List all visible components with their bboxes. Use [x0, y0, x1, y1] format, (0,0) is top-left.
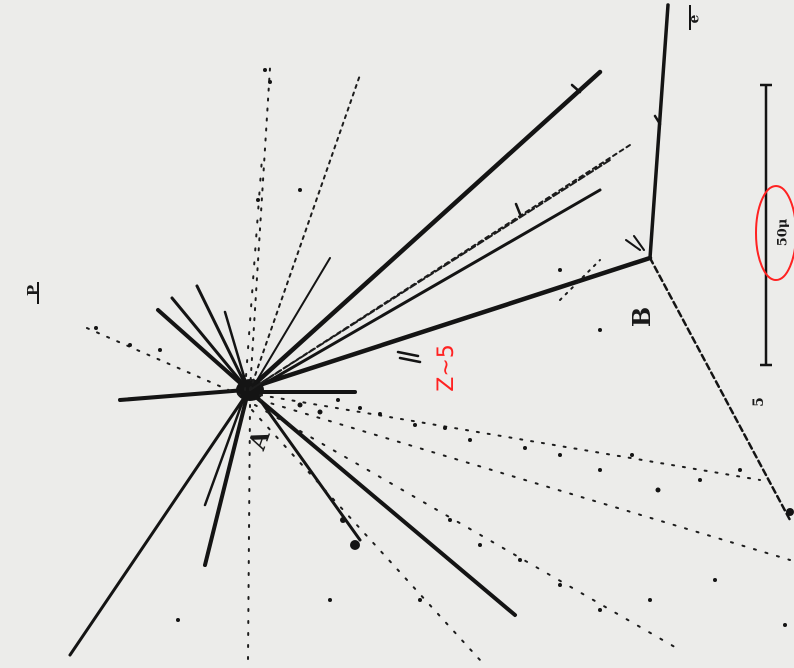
grain [268, 80, 272, 84]
grain [783, 623, 787, 627]
grain [478, 543, 482, 547]
grain [655, 487, 661, 493]
grain [418, 598, 422, 602]
emulsion-grains [94, 68, 794, 627]
track-up-right-short [249, 257, 331, 393]
vertex-b-tracks [625, 3, 792, 522]
primary-beam-label: P [24, 284, 43, 297]
grain [558, 453, 562, 457]
grain [518, 558, 522, 562]
track-b-stub-2 [633, 235, 645, 251]
thin-track-up-2 [249, 67, 271, 391]
grain [263, 68, 267, 72]
grain [158, 348, 162, 352]
grain [413, 423, 417, 427]
track-lower-left [68, 390, 250, 657]
grain [738, 468, 742, 472]
grain [558, 583, 562, 587]
grain [648, 598, 652, 602]
grain [598, 328, 602, 332]
heavy-tracks [68, 69, 653, 657]
grain [448, 518, 452, 522]
track-lower-right [248, 390, 517, 617]
track-upper-long [245, 69, 603, 393]
grain [698, 478, 702, 482]
track-lower-mid [258, 398, 362, 542]
track-left-upper-b [170, 296, 250, 392]
stub-2 [398, 356, 422, 364]
grain [443, 426, 447, 430]
grain [378, 412, 382, 416]
stub-3 [514, 202, 522, 216]
grain [598, 468, 602, 472]
track-down-short [203, 393, 247, 507]
scale-bar [760, 83, 772, 367]
grain [350, 540, 360, 550]
short-stubs [396, 83, 662, 364]
grain [468, 438, 472, 442]
scale-bar-label: 50μ [775, 218, 791, 247]
grain [358, 406, 362, 410]
track-b-stub-1 [625, 239, 641, 251]
track-down-long [203, 390, 250, 567]
track-left-upper-c [195, 284, 250, 392]
grain [94, 326, 98, 330]
thin-track-right-1 [259, 394, 761, 481]
track-e-label: e [686, 14, 703, 24]
grain [328, 598, 332, 602]
thin-tracks [79, 67, 791, 661]
track-mid-upper [248, 188, 602, 394]
track-to-vertex-b [247, 255, 653, 391]
grain [297, 402, 303, 408]
track-left-horizontal [118, 388, 247, 402]
thin-track-right-2 [259, 399, 791, 561]
stub-1 [396, 350, 420, 358]
track-5-label: 5 [750, 397, 767, 407]
stub-5 [653, 114, 662, 126]
grain [176, 618, 180, 622]
thin-track-mid-2 [249, 159, 611, 391]
stub-4 [570, 83, 582, 94]
thin-track-left [79, 324, 241, 396]
thin-track-short-right [559, 259, 601, 301]
grain [523, 446, 527, 450]
track-up-short [223, 310, 250, 392]
grain [128, 343, 132, 347]
track-b-upward [648, 3, 670, 260]
grain [336, 398, 340, 402]
grain [298, 188, 302, 192]
grain [558, 268, 562, 272]
arrows [37, 5, 691, 304]
vertex-b-label: B [627, 306, 657, 328]
track-b-downward [648, 256, 792, 522]
grain [340, 517, 346, 523]
grain [713, 578, 717, 582]
grain [786, 508, 794, 516]
thin-track-down-right [251, 409, 481, 661]
grain [317, 409, 323, 415]
charge-annotation: Z~5 [433, 344, 459, 392]
thin-track-up-1 [249, 74, 361, 391]
grain [598, 608, 602, 612]
grain [256, 198, 260, 202]
scale-highlight-ellipse [755, 185, 794, 281]
track-left-upper-a [156, 308, 250, 392]
grain [630, 453, 634, 457]
